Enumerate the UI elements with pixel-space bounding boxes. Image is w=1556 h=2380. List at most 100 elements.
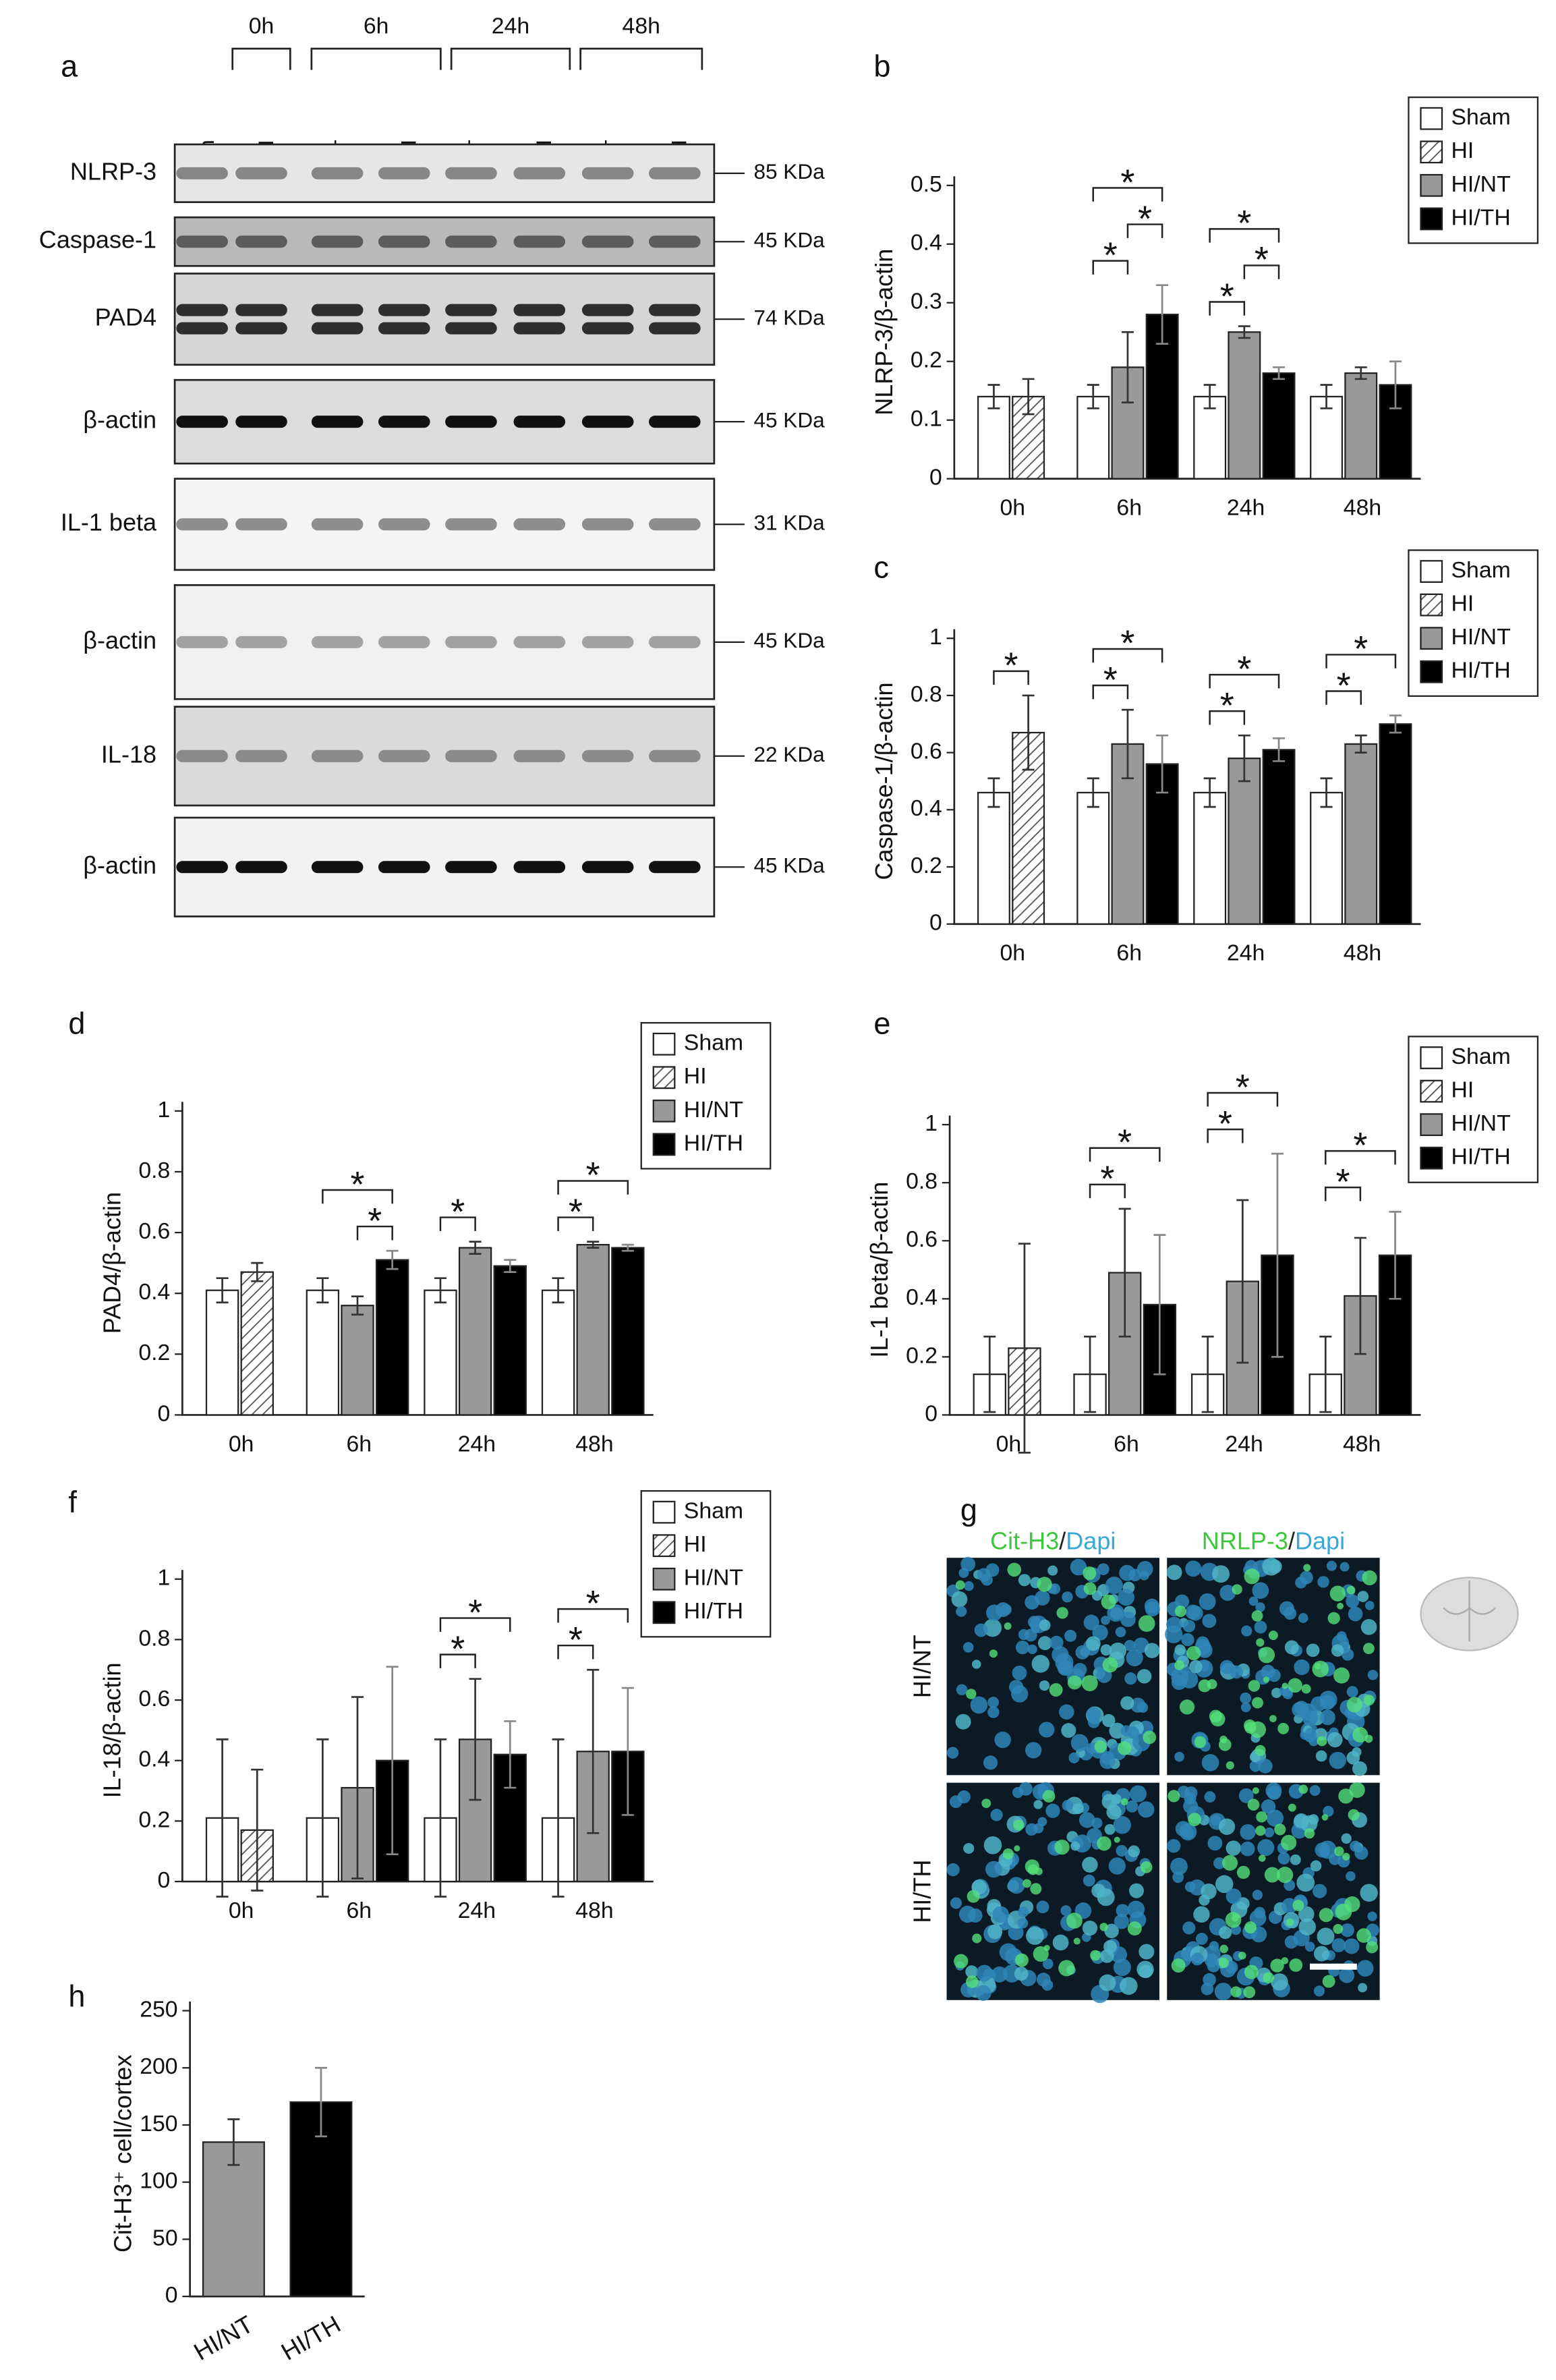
signal	[1327, 1612, 1340, 1624]
x-tick-label: 24h	[1225, 1431, 1263, 1456]
protein-label: PAD4	[95, 304, 156, 331]
y-tick-label: 0.2	[911, 347, 942, 373]
nucleus	[1352, 1761, 1367, 1776]
nucleus	[1248, 1596, 1259, 1606]
legend-swatch	[652, 1066, 676, 1089]
nucleus	[1298, 1906, 1315, 1923]
error-bar	[251, 1768, 264, 1892]
legend-swatch	[1420, 560, 1443, 583]
legend-label: HI/TH	[1451, 1144, 1511, 1170]
nucleus	[1302, 1710, 1319, 1726]
legend-label: HI	[1451, 591, 1474, 617]
timepoint-label: 24h	[492, 13, 529, 38]
blot-band	[513, 749, 566, 762]
heading-part: /	[1288, 1527, 1296, 1554]
signal	[1244, 1568, 1260, 1585]
blot-band	[176, 235, 228, 248]
nucleus	[1261, 1664, 1275, 1679]
signal	[1281, 1834, 1297, 1850]
blot-band	[581, 416, 634, 428]
y-tick-label: 0.3	[911, 289, 942, 314]
blot-band	[311, 518, 364, 531]
nucleus	[955, 1713, 971, 1730]
significance-bracket	[1092, 187, 1163, 202]
bar	[1012, 731, 1045, 925]
nucleus	[1083, 1874, 1095, 1887]
significance-label: *	[1220, 276, 1234, 316]
nucleus	[1164, 1625, 1183, 1643]
signal	[1143, 1730, 1157, 1745]
signal	[1127, 1921, 1142, 1936]
nucleus	[1047, 1565, 1058, 1576]
nucleus	[1033, 1800, 1043, 1809]
signal	[1027, 1864, 1039, 1875]
blot-band	[235, 167, 287, 179]
blot-band	[311, 167, 364, 179]
size-label: 45 KDa	[753, 853, 825, 878]
significance-label: *	[1103, 235, 1118, 275]
significance-bracket	[439, 1653, 476, 1668]
signal	[954, 1954, 969, 1968]
nucleus	[1085, 1636, 1101, 1651]
signal	[1274, 1823, 1286, 1836]
error-bar	[987, 777, 1000, 808]
panel-letter: b	[873, 49, 890, 83]
x-tick-label: 6h	[1116, 495, 1142, 521]
nucleus	[1300, 1570, 1313, 1585]
bar	[1193, 395, 1227, 480]
legend-swatch	[652, 1567, 676, 1591]
signal	[1366, 1941, 1379, 1954]
bar	[341, 1305, 374, 1416]
y-axis-label: Cit-H3⁺ cell/cortex	[109, 2055, 136, 2252]
nucleus	[1105, 1577, 1123, 1595]
nucleus	[1213, 1857, 1226, 1869]
x-tick-label: 6h	[346, 1431, 372, 1456]
bar	[1310, 791, 1344, 925]
blot-band	[176, 322, 228, 335]
nucleus	[1043, 1958, 1054, 1970]
error-bar	[1354, 366, 1367, 380]
signal	[1043, 1944, 1050, 1952]
nucleus	[1052, 1934, 1069, 1951]
nucleus	[1124, 1672, 1137, 1685]
nucleus	[990, 1809, 1003, 1821]
signal	[1334, 1846, 1344, 1857]
signal	[1301, 1684, 1311, 1694]
nucleus	[1313, 1985, 1325, 1997]
nucleus	[983, 1618, 1002, 1637]
legend-label: HI/NT	[1451, 1110, 1511, 1136]
nucleus	[1127, 1900, 1145, 1919]
nucleus	[1319, 1709, 1335, 1726]
nucleus	[1277, 1852, 1290, 1865]
blot-band	[649, 235, 701, 248]
x-tick-label: 0h	[229, 1431, 254, 1456]
signal	[1194, 1736, 1206, 1749]
nucleus	[1041, 1979, 1054, 1991]
nucleus	[1195, 1933, 1208, 1945]
error-bar	[469, 1241, 482, 1255]
significance-bracket	[1207, 1128, 1244, 1143]
significance-bracket	[1092, 684, 1129, 700]
nucleus	[1317, 1576, 1329, 1588]
blot-band	[513, 416, 566, 428]
signal	[1066, 1913, 1083, 1929]
error-bar	[587, 1241, 600, 1249]
signal	[1255, 1745, 1266, 1756]
y-tick-label: 0.6	[138, 1218, 170, 1244]
nucleus	[1315, 1750, 1327, 1762]
bar	[1228, 331, 1261, 480]
significance-label: *	[1120, 162, 1134, 202]
nucleus	[1120, 1977, 1138, 1995]
significance-label: *	[1337, 665, 1351, 706]
nucleus	[1306, 1643, 1320, 1658]
nucleus	[1358, 1983, 1368, 1993]
nucleus	[1039, 1722, 1055, 1738]
error-bar	[351, 1295, 364, 1316]
significance-bracket	[1207, 1092, 1279, 1107]
error-bar	[216, 1277, 229, 1304]
nucleus	[1219, 1585, 1236, 1602]
signal	[1252, 1787, 1259, 1794]
y-tick-label: 1	[158, 1097, 171, 1123]
error-bar	[1320, 777, 1333, 808]
